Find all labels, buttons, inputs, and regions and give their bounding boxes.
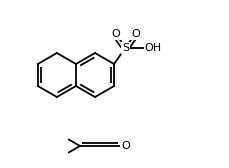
Text: O: O — [121, 141, 130, 151]
Text: OH: OH — [144, 43, 162, 53]
Text: S: S — [122, 43, 129, 53]
Text: O: O — [131, 29, 140, 39]
Text: O: O — [111, 29, 120, 39]
